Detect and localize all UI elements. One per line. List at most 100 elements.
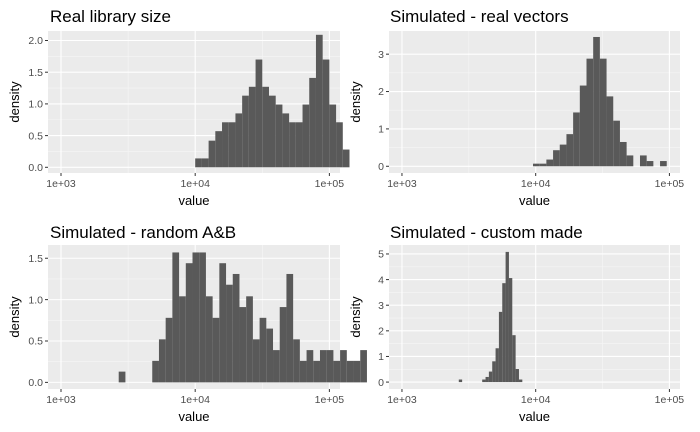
histogram-bar	[255, 59, 263, 168]
histogram-bar	[195, 158, 202, 168]
panel-4: 1e+03 1e+04 1e+05 0 1 2 3 4 5 Simulated - custom …	[348, 223, 684, 424]
histogram-bar	[492, 361, 496, 383]
histogram-bar	[289, 122, 296, 168]
histogram-bar	[246, 296, 253, 383]
histogram-bar	[613, 120, 620, 167]
x-tick-label: 1e+04	[521, 178, 551, 190]
histogram-bar	[342, 149, 350, 168]
x-tick-label: 1e+03	[387, 178, 417, 190]
panel-1: 1e+03 1e+04 1e+05 0.0 0.5 1.0 1.5 2.0 Real libra…	[7, 7, 350, 208]
x-tick-label: 1e+03	[46, 178, 76, 190]
histogram-bar	[518, 379, 523, 383]
histogram-bar	[235, 113, 243, 168]
y-tick-label: 0	[378, 377, 384, 389]
histogram-bar	[646, 161, 654, 167]
histogram-bar	[505, 251, 509, 383]
histogram-bar	[553, 150, 560, 167]
panel-title: Real library size	[50, 7, 171, 26]
histogram-bar	[275, 104, 283, 168]
histogram-bar	[302, 104, 310, 168]
histogram-bar	[248, 86, 256, 168]
histogram-bar	[242, 95, 249, 168]
y-axis-label: density	[348, 296, 363, 338]
y-axis-label: density	[348, 81, 363, 123]
y-tick-label: 3	[378, 300, 384, 312]
histogram-bar	[559, 144, 567, 167]
y-tick-label: 0.5	[28, 130, 43, 142]
histogram-bar	[306, 350, 314, 383]
y-tick-label: 1.0	[28, 294, 43, 306]
x-tick-label: 1e+04	[180, 394, 210, 406]
histogram-bar	[215, 131, 223, 168]
histogram-bar	[319, 350, 327, 383]
histogram-bar	[322, 59, 330, 168]
histogram-bar	[458, 379, 463, 383]
histogram-bar	[482, 379, 486, 383]
histogram-bar	[515, 369, 519, 383]
histogram-bar	[282, 113, 290, 168]
y-tick-label: 2	[378, 326, 384, 338]
x-axis-label: value	[519, 193, 550, 208]
histogram-bar	[232, 273, 240, 383]
histogram-bar	[273, 350, 280, 383]
histogram-bar	[219, 263, 227, 383]
histogram-bar	[199, 252, 206, 383]
y-tick-label: 1.5	[28, 253, 43, 265]
histogram-bar	[266, 328, 274, 383]
histogram-bar	[293, 339, 300, 383]
y-tick-label: 1	[378, 124, 384, 136]
x-tick-label: 1e+05	[655, 394, 685, 406]
histogram-bar	[502, 283, 506, 383]
y-axis-label: density	[7, 296, 22, 338]
y-tick-label: 4	[378, 274, 384, 286]
histogram-bar	[118, 371, 126, 383]
histogram-bar	[239, 307, 247, 383]
histogram-bar	[252, 339, 260, 383]
histogram-bars	[118, 252, 367, 383]
histogram-bar	[295, 122, 303, 168]
histogram-bar	[226, 284, 233, 383]
x-axis-label: value	[178, 409, 209, 424]
histogram-bar	[326, 350, 334, 383]
x-axis-label: value	[178, 193, 209, 208]
panel-2: 1e+03 1e+04 1e+05 0 1 2 3 Simulated - real vect…	[348, 7, 684, 208]
x-tick-label: 1e+04	[180, 178, 210, 190]
histogram-bar	[495, 348, 499, 383]
x-axis-label: value	[519, 409, 550, 424]
histogram-bar	[279, 307, 287, 383]
x-tick-label: 1e+03	[387, 394, 417, 406]
histogram-bar	[262, 86, 269, 168]
histogram-bar	[315, 34, 323, 168]
panel-title: Simulated - real vectors	[390, 7, 569, 26]
histogram-bar	[333, 360, 341, 383]
histogram-bar	[488, 371, 493, 383]
panel-3: 1e+03 1e+04 1e+05 0.0 0.5 1.0 1.5 Simulated - r…	[7, 223, 367, 424]
y-tick-label: 5	[378, 249, 384, 261]
histogram-bar	[313, 360, 320, 383]
y-tick-label: 0.0	[28, 377, 43, 389]
panel-title: Simulated - custom made	[390, 223, 583, 242]
histogram-bar	[179, 296, 186, 383]
x-tick-label: 1e+05	[315, 394, 345, 406]
histogram-bar	[606, 96, 614, 167]
histogram-bar	[546, 159, 554, 167]
histogram-bar	[299, 360, 307, 383]
y-tick-label: 1.5	[28, 67, 43, 79]
histogram-bar	[533, 163, 540, 167]
histogram-bar	[309, 77, 316, 168]
histogram-bar	[192, 252, 200, 383]
histogram-bar	[201, 158, 209, 168]
histogram-bar	[485, 376, 489, 383]
histogram-bar	[208, 140, 216, 168]
histogram-bars	[458, 251, 523, 383]
histogram-bar	[566, 134, 574, 167]
histogram-bar	[185, 263, 193, 383]
y-tick-label: 0.0	[28, 162, 43, 174]
histogram-bar	[259, 317, 267, 383]
panel-title: Simulated - random A&B	[50, 223, 236, 242]
histogram-bar	[329, 104, 337, 168]
histogram-bar	[593, 36, 600, 167]
y-tick-label: 1.0	[28, 99, 43, 111]
histogram-bar	[619, 141, 627, 167]
